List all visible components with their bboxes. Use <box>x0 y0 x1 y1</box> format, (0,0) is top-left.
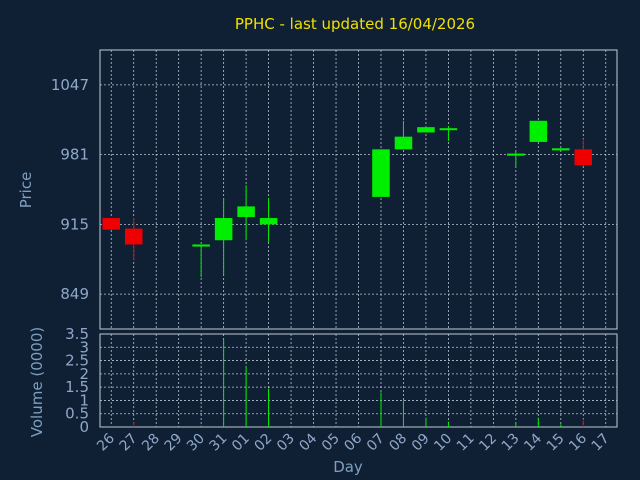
day-tick-label: 09 <box>409 431 433 455</box>
price-tick-label: 849 <box>60 285 89 303</box>
volume-y-ticks: 00.511.522.533.5 <box>65 325 89 436</box>
chart-title: PPHC - last updated 16/04/2026 <box>235 15 475 33</box>
candle-body <box>124 228 143 245</box>
x-axis-label: Day <box>333 458 363 476</box>
day-tick-label: 08 <box>386 431 410 455</box>
candle-body <box>574 149 593 166</box>
day-tick-label: 02 <box>251 431 275 455</box>
day-tick-label: 17 <box>589 431 613 455</box>
day-tick-label: 12 <box>476 431 500 455</box>
volume-tick-label: 3.5 <box>65 325 89 343</box>
volume-tick-label: 1.5 <box>65 378 89 396</box>
candle-body <box>259 218 278 225</box>
candle-body <box>192 244 210 247</box>
day-tick-label: 06 <box>341 430 365 454</box>
day-tick-label: 05 <box>319 431 343 455</box>
volume-tick-label: 0.5 <box>65 405 89 423</box>
volume-axis-label: Volume (0000) <box>28 327 46 437</box>
volume-tick-label: 1 <box>79 391 89 409</box>
price-y-ticks: 849 915 981 1047 <box>51 76 89 303</box>
volume-tick-label: 0 <box>79 418 89 436</box>
volume-bars <box>110 339 584 427</box>
candle-body <box>394 136 413 150</box>
price-tick-label: 915 <box>60 215 89 233</box>
candle-body <box>417 127 435 133</box>
candle-body <box>439 128 458 131</box>
day-tick-label: 16 <box>566 430 590 454</box>
day-x-ticks: 2627282930310102030405060708091011121314… <box>94 430 612 454</box>
day-tick-label: 03 <box>274 431 298 455</box>
day-tick-label: 31 <box>207 431 231 455</box>
day-tick-label: 13 <box>499 431 523 455</box>
candle-body <box>552 148 570 151</box>
day-tick-label: 11 <box>454 431 478 455</box>
volume-grid <box>100 333 617 428</box>
volume-tick-label: 2.5 <box>65 352 89 370</box>
volume-tick-label: 2 <box>79 365 89 383</box>
day-tick-label: 28 <box>139 431 163 455</box>
day-tick-label: 15 <box>544 431 568 455</box>
candle-body <box>214 218 233 241</box>
day-tick-label: 26 <box>94 430 118 454</box>
day-tick-label: 10 <box>431 431 455 455</box>
day-tick-label: 07 <box>364 431 388 455</box>
candle-body <box>237 206 255 217</box>
price-tick-label: 1047 <box>51 76 89 94</box>
day-tick-label: 27 <box>117 431 141 455</box>
day-tick-label: 30 <box>184 431 208 455</box>
day-tick-label: 04 <box>296 430 320 454</box>
day-tick-label: 29 <box>162 431 186 455</box>
candles <box>102 120 593 278</box>
candle-body <box>529 120 548 142</box>
price-tick-label: 981 <box>60 146 89 164</box>
price-axis-label: Price <box>17 172 35 209</box>
candle-body <box>372 149 390 197</box>
price-grid <box>100 50 617 329</box>
day-tick-label: 01 <box>229 431 253 455</box>
day-tick-label: 14 <box>521 430 545 454</box>
volume-tick-label: 3 <box>79 338 89 356</box>
candle-body <box>102 218 121 230</box>
candle-body <box>507 153 525 156</box>
